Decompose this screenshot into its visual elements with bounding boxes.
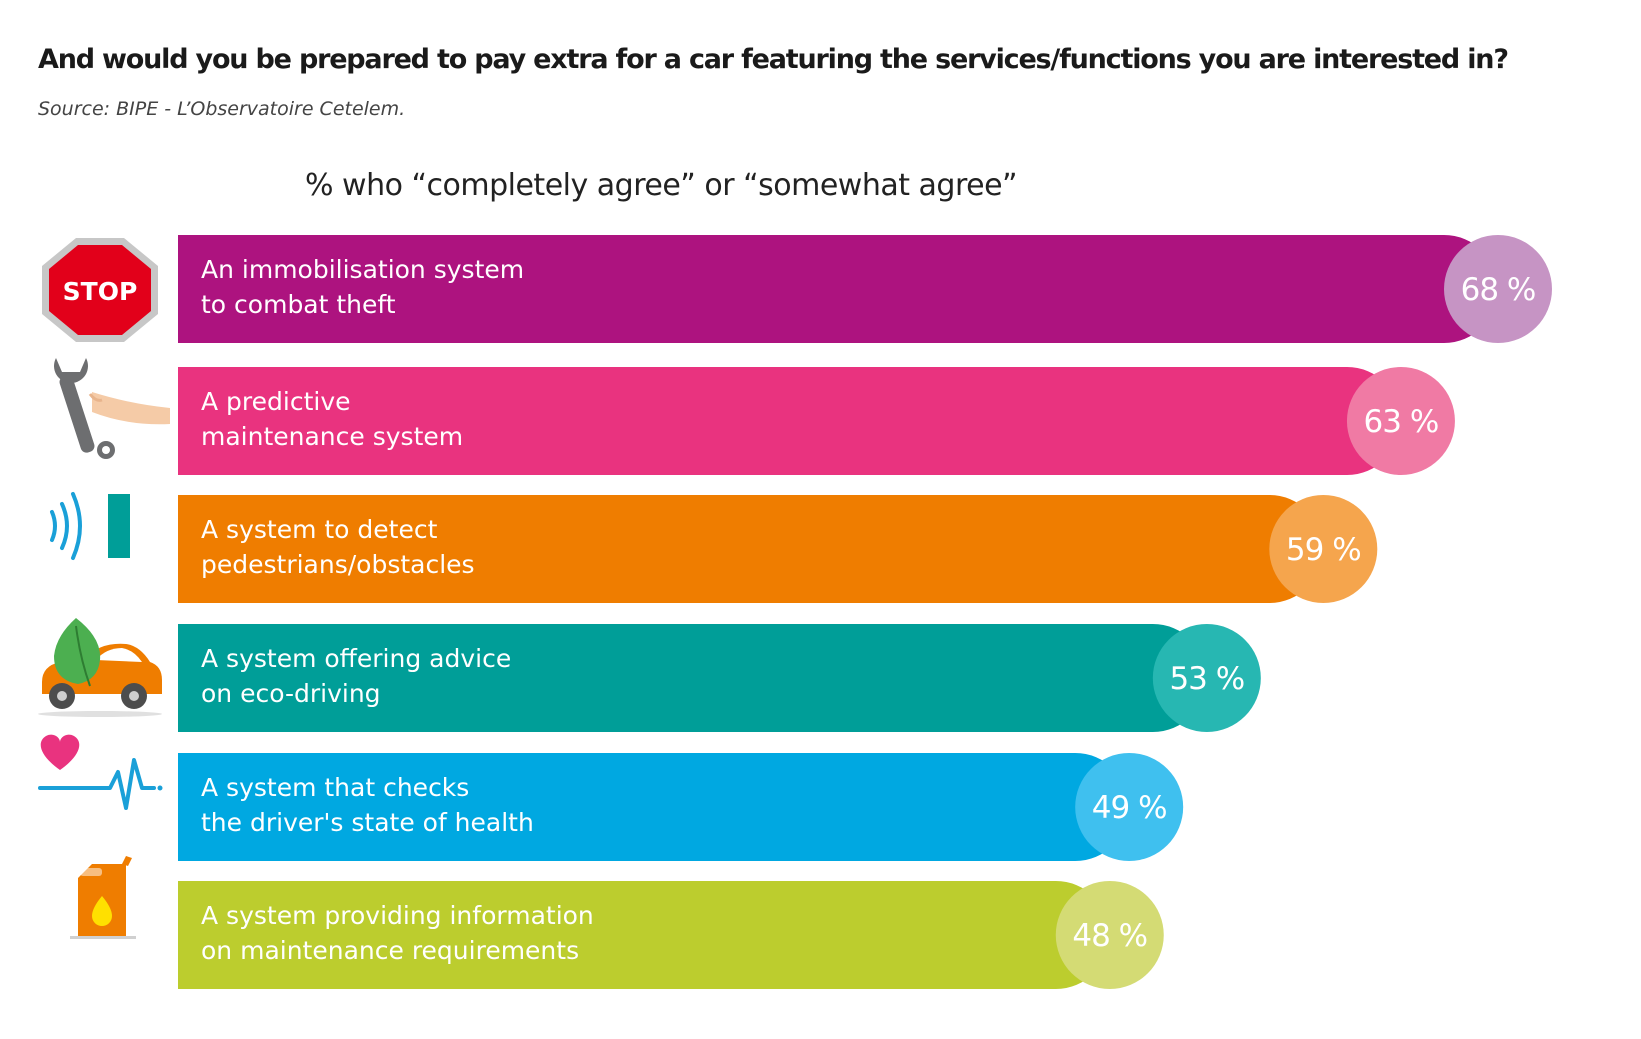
value-badge [1055,881,1164,989]
bar-label: A system offering advice [201,644,511,673]
bar-label: A system to detect [201,515,438,544]
bar-row: A predictive maintenance system 63 % [178,367,1455,475]
bar [178,367,1401,475]
value-label: 49 % [1092,790,1167,826]
bar [178,495,1324,603]
bar-label: the driver's state of health [201,808,534,837]
value-badge [1346,367,1455,475]
value-label: 53 % [1169,661,1244,697]
bar-label: to combat theft [201,290,396,319]
value-badge [1152,624,1261,732]
value-label: 63 % [1364,404,1439,440]
svg-text:STOP: STOP [63,277,138,306]
bar-label: A system that checks [201,773,469,802]
bar-row: A system to detect pedestrians/obstacles 5… [178,495,1378,603]
bar-row: A system offering advice on eco-driving 53… [178,624,1261,732]
wrench-icon [30,354,170,462]
bar-label: on eco-driving [201,679,381,708]
sensor-signal-icon [30,472,170,580]
value-badge [1075,753,1184,861]
bar-label: pedestrians/obstacles [201,550,475,579]
value-label: 59 % [1286,532,1361,568]
bar [178,624,1207,732]
stop-sign-icon: STOP [30,236,170,344]
bar-row: A system that checks the driver's state o… [178,753,1184,861]
bar-row: A system providing information on mainten… [178,881,1164,989]
bar-row: An immobilisation system to combat theft 6… [178,235,1552,343]
value-badge [1444,235,1552,343]
bar-label: A system providing information [201,901,594,930]
bar-label: An immobilisation system [201,255,524,284]
value-label: 68 % [1461,272,1536,308]
bar-label: maintenance system [201,422,463,451]
eco-car-icon [30,614,170,722]
value-badge [1269,495,1378,603]
bar-label: on maintenance requirements [201,936,579,965]
bar-label: A predictive [201,387,351,416]
source-note: Source: BIPE - L’Observatoire Cetelem. [38,98,406,120]
bar [178,753,1130,861]
bar [178,881,1110,989]
fuel-can-icon [30,844,170,952]
value-label: 48 % [1072,918,1147,954]
page-title: And would you be prepared to pay extra f… [38,44,1509,75]
chart-subtitle: % who “completely agree” or “somewhat ag… [305,168,1018,203]
bar [178,235,1498,343]
heartbeat-icon [30,720,170,828]
